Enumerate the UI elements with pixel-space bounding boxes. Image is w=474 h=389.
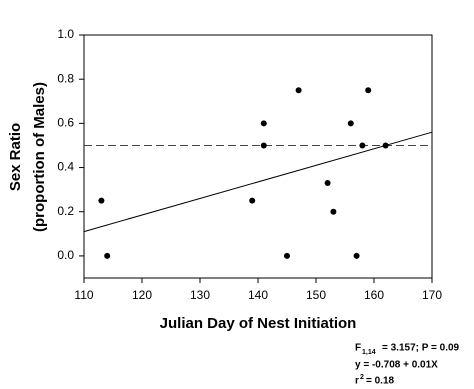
point xyxy=(249,197,256,204)
point xyxy=(260,120,267,127)
point xyxy=(104,252,111,259)
x-tick-label: 120 xyxy=(132,288,152,302)
y-tick-label: 0.4 xyxy=(57,160,74,174)
y-axis-label: Sex Ratio xyxy=(7,123,24,191)
y-tick-label: 0.0 xyxy=(57,248,74,262)
y-tick-label: 0.8 xyxy=(57,71,74,85)
y-axis-label: (proportion of Males) xyxy=(31,82,48,232)
r-symbol: r xyxy=(355,376,359,387)
x-tick-label: 170 xyxy=(422,288,442,302)
x-tick-label: 140 xyxy=(248,288,268,302)
y-tick-label: 0.2 xyxy=(57,204,74,218)
x-tick-label: 160 xyxy=(364,288,384,302)
point xyxy=(98,197,105,204)
point xyxy=(382,142,389,149)
point xyxy=(260,142,267,149)
annotation: F 1,14 = 3.157; P = 0.09 y = -0.708 + 0.… xyxy=(355,343,460,387)
x-tick-label: 130 xyxy=(190,288,210,302)
equation: y = -0.708 + 0.01X xyxy=(355,360,438,371)
x-tick-label: 150 xyxy=(306,288,326,302)
r-text: = 0.18 xyxy=(366,376,395,387)
x-axis-label: Julian Day of Nest Initiation xyxy=(160,315,357,332)
stat-subscript: 1,14 xyxy=(362,349,376,356)
point xyxy=(359,142,366,149)
stat-symbol: F xyxy=(355,343,361,354)
point xyxy=(324,180,331,187)
y-tick-label: 0.6 xyxy=(57,116,74,130)
plot-frame xyxy=(83,34,433,279)
point xyxy=(330,208,337,215)
point xyxy=(347,120,354,127)
r-superscript: 2 xyxy=(360,374,364,381)
point xyxy=(295,87,302,94)
point xyxy=(284,252,290,259)
point xyxy=(353,252,360,259)
stat-text: = 3.157; P = 0.09 xyxy=(382,343,460,354)
point xyxy=(365,87,372,94)
y-tick-label: 1.0 xyxy=(57,27,74,41)
x-tick-label: 110 xyxy=(74,288,93,302)
fit-line xyxy=(83,131,433,233)
